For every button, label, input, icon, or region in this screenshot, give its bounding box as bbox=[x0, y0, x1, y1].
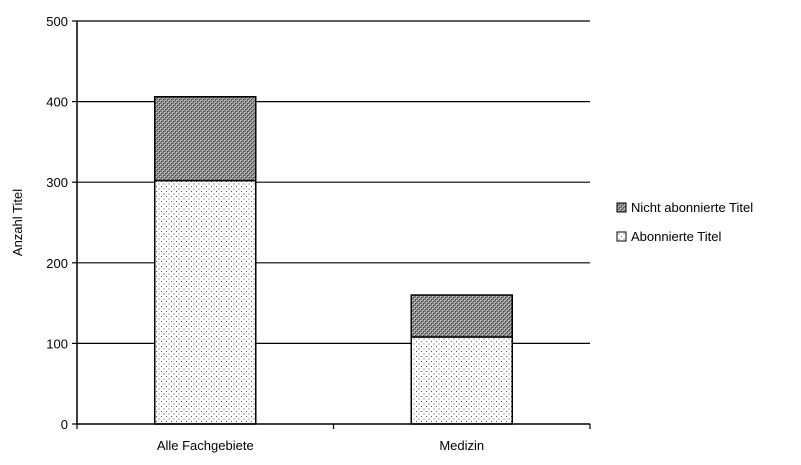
y-axis-title: Anzahl Titel bbox=[10, 189, 25, 256]
axis-labels: Anzahl Titel Alle Fachgebiete Medizin 0 100… bbox=[10, 14, 484, 453]
y-tick-label: 0 bbox=[61, 417, 68, 432]
bar-segment-abonniert-2 bbox=[410, 336, 513, 425]
legend: Nicht abonnierte Titel Abonnierte Titel bbox=[616, 200, 753, 244]
y-tick-label: 100 bbox=[46, 336, 68, 351]
axes bbox=[72, 20, 591, 429]
bar-segment-nicht-abonniert-2 bbox=[410, 294, 513, 338]
y-tick-label: 500 bbox=[46, 14, 68, 29]
y-tick-label: 200 bbox=[46, 256, 68, 271]
bar-segment-nicht-abonniert-1 bbox=[154, 96, 257, 182]
legend-label: Abonnierte Titel bbox=[631, 229, 721, 244]
legend-swatch bbox=[616, 231, 627, 242]
x-tick-label: Medizin bbox=[439, 438, 484, 453]
legend-swatch bbox=[616, 202, 627, 213]
bars bbox=[154, 96, 513, 425]
y-tick-label: 300 bbox=[46, 175, 68, 190]
y-tick-label: 400 bbox=[46, 95, 68, 110]
gridlines bbox=[77, 20, 590, 344]
bar-segment-abonniert-1 bbox=[154, 179, 257, 425]
legend-label: Nicht abonnierte Titel bbox=[631, 200, 753, 215]
x-tick-label: Alle Fachgebiete bbox=[157, 438, 254, 453]
